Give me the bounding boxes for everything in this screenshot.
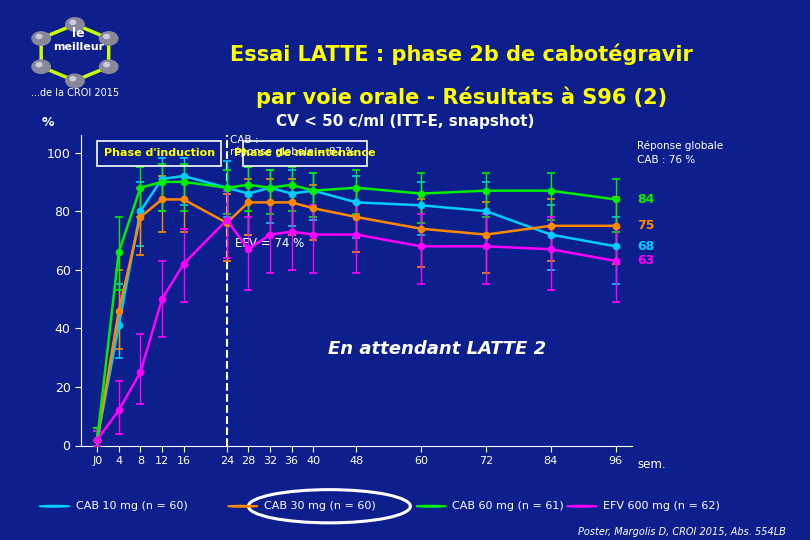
- Text: CV < 50 c/ml (ITT-E, snapshot): CV < 50 c/ml (ITT-E, snapshot): [276, 114, 534, 129]
- Circle shape: [32, 60, 50, 73]
- Text: sem.: sem.: [637, 458, 666, 471]
- Circle shape: [228, 505, 258, 507]
- Circle shape: [32, 32, 50, 45]
- Text: Réponse globale
CAB : 76 %: Réponse globale CAB : 76 %: [637, 141, 723, 165]
- Circle shape: [100, 32, 118, 45]
- Circle shape: [70, 77, 75, 81]
- Text: 68: 68: [637, 240, 654, 253]
- Text: 63: 63: [637, 254, 654, 267]
- Text: CAB :
réponse globale = 87 %: CAB : réponse globale = 87 %: [229, 135, 355, 157]
- Circle shape: [104, 63, 109, 67]
- Text: Essai LATTE : phase 2b de cabotégravir: Essai LATTE : phase 2b de cabotégravir: [230, 43, 693, 65]
- Text: Poster, Margolis D, CROI 2015, Abs. 554LB: Poster, Margolis D, CROI 2015, Abs. 554L…: [578, 527, 786, 537]
- Text: EFV 600 mg (n = 62): EFV 600 mg (n = 62): [603, 501, 720, 511]
- Circle shape: [40, 505, 70, 507]
- Text: CAB 30 mg (n = 60): CAB 30 mg (n = 60): [264, 501, 376, 511]
- Circle shape: [567, 505, 597, 507]
- Text: En attendant LATTE 2: En attendant LATTE 2: [328, 340, 547, 358]
- Circle shape: [70, 21, 75, 24]
- Text: 75: 75: [637, 219, 654, 232]
- Circle shape: [104, 35, 109, 38]
- Text: Phase de maintenance: Phase de maintenance: [234, 148, 376, 158]
- Circle shape: [66, 74, 84, 87]
- Circle shape: [66, 18, 84, 31]
- Circle shape: [36, 63, 42, 67]
- Circle shape: [100, 60, 118, 73]
- Text: Phase d'induction: Phase d'induction: [104, 148, 215, 158]
- Text: %: %: [41, 116, 54, 129]
- Text: par voie orale - Résultats à S96 (2): par voie orale - Résultats à S96 (2): [256, 86, 667, 108]
- Text: CAB 60 mg (n = 61): CAB 60 mg (n = 61): [452, 501, 564, 511]
- Text: EFV = 74 %: EFV = 74 %: [235, 237, 304, 250]
- Text: meilleur: meilleur: [53, 43, 104, 52]
- Text: CAB 10 mg (n = 60): CAB 10 mg (n = 60): [75, 501, 187, 511]
- Circle shape: [36, 35, 42, 38]
- Text: le: le: [72, 27, 85, 40]
- Circle shape: [416, 505, 446, 507]
- Text: 84: 84: [637, 193, 654, 206]
- Text: ...de la CROI 2015: ...de la CROI 2015: [31, 87, 119, 98]
